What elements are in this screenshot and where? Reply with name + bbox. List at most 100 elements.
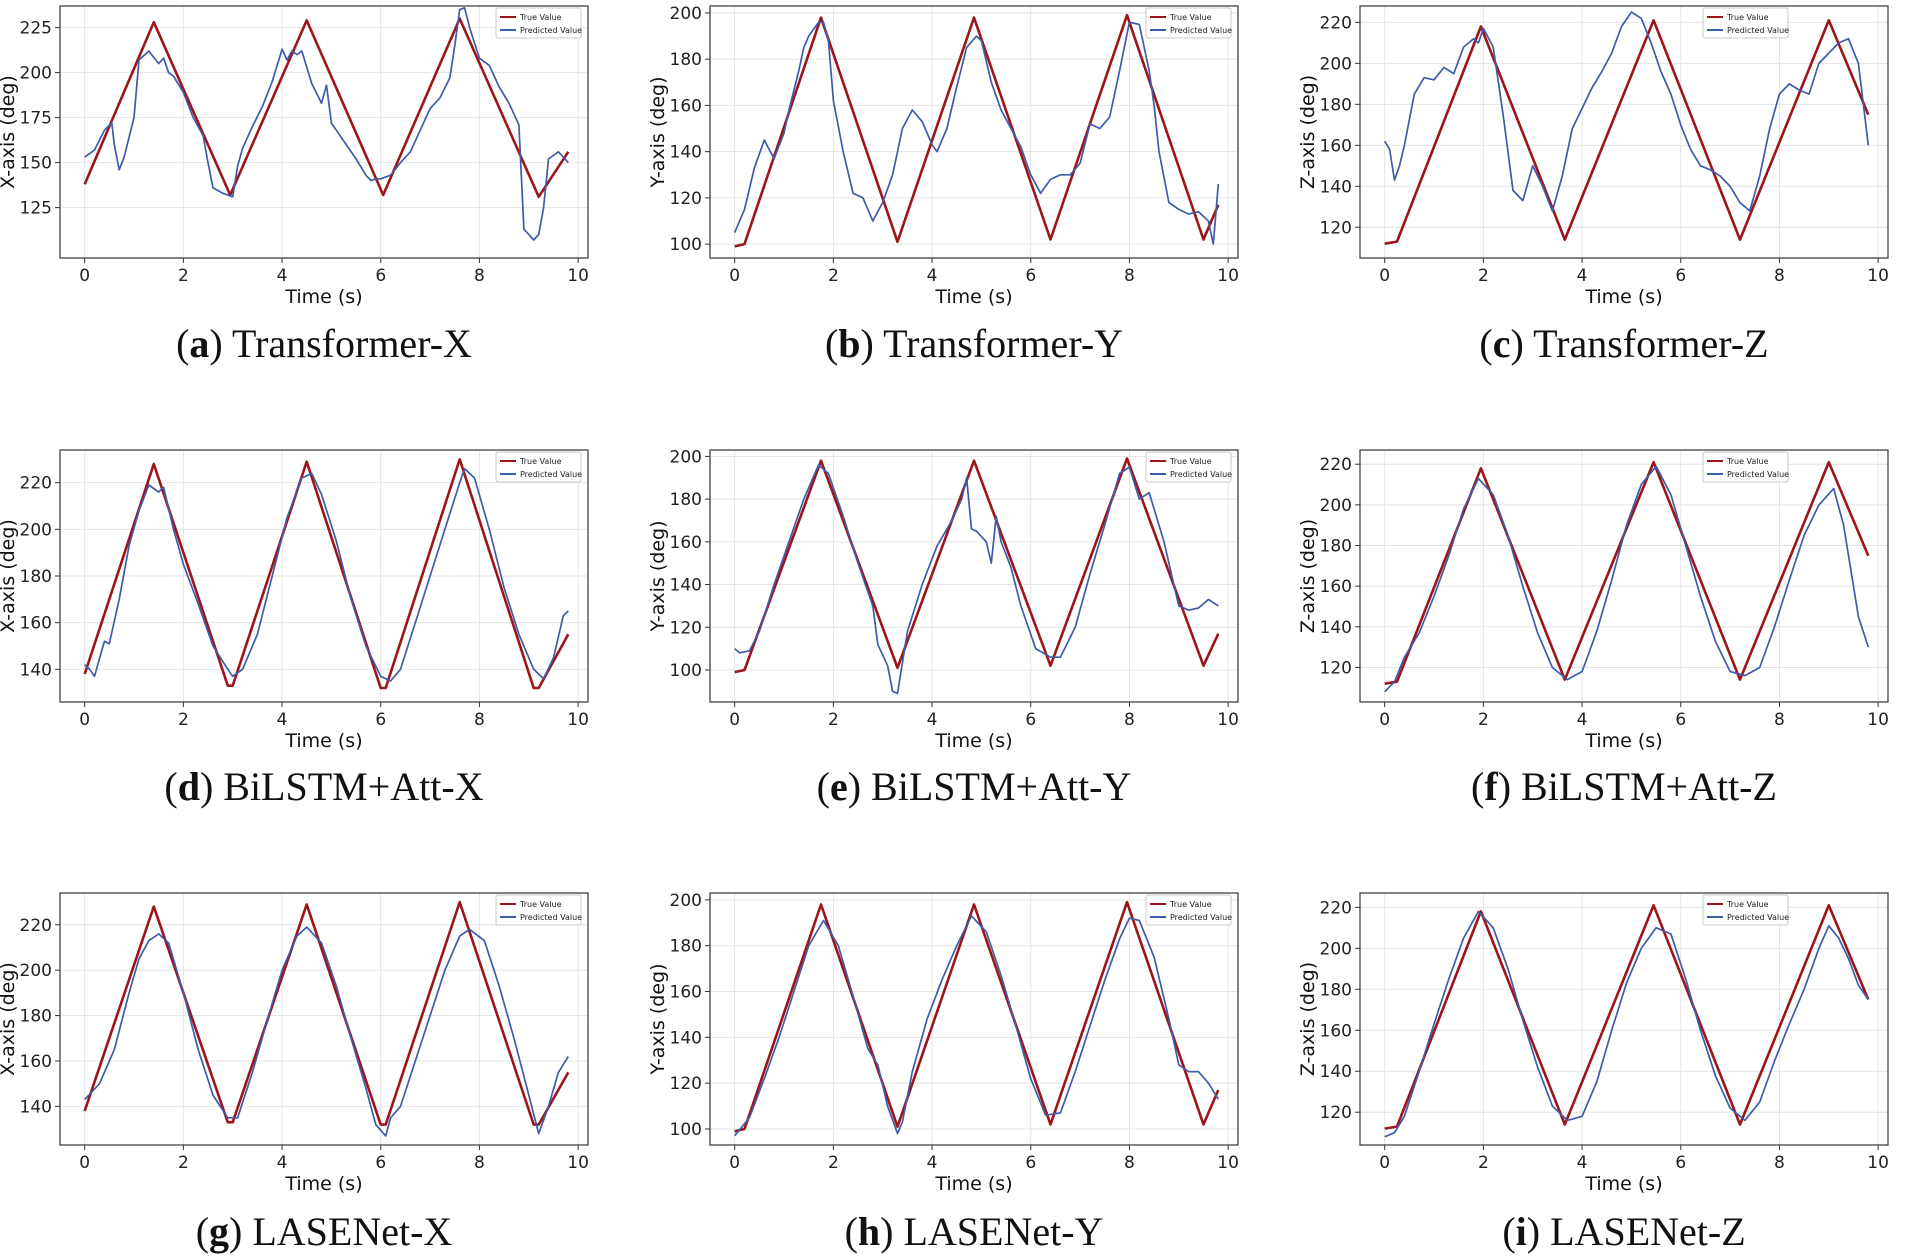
- caption-title: Transformer-X: [222, 321, 472, 366]
- legend-label: True Value: [1169, 900, 1212, 909]
- x-tick-label: 0: [729, 1153, 740, 1173]
- y-tick-label: 200: [1320, 496, 1352, 516]
- y-tick-label: 200: [1320, 939, 1352, 959]
- y-tick-label: 140: [1320, 177, 1352, 197]
- caption-title: LASENet-Z: [1540, 1209, 1746, 1254]
- x-tick-label: 2: [1478, 266, 1489, 286]
- x-tick-label: 4: [277, 1153, 288, 1173]
- caption-close-paren: ): [1526, 1209, 1541, 1254]
- chart-panel-f: 0 2 4 6 8 10 120 140 160 180 200 220 Time (s) Z-axis …: [1297, 449, 1889, 752]
- caption-e: (e) BiLSTM+Att-Y: [654, 763, 1294, 810]
- y-tick-label: 180: [1320, 980, 1352, 1000]
- caption-close-paren: ): [229, 1209, 243, 1254]
- y-axis-label: Z-axis (deg): [1297, 962, 1319, 1076]
- chart-panel-e: 0 2 4 6 8 10 100 120 140 160 180 200 Time (s) Y-axis …: [647, 447, 1239, 752]
- y-tick-label: 125: [20, 199, 52, 219]
- x-tick-label: 6: [1675, 710, 1686, 730]
- caption-open-paren: (: [1471, 764, 1485, 809]
- predicted-value-line: [734, 464, 1219, 695]
- y-tick-label: 120: [1320, 1103, 1352, 1123]
- y-tick-label: 160: [1320, 577, 1352, 597]
- true-value-line: [1384, 460, 1870, 685]
- x-tick-label: 6: [375, 1153, 386, 1173]
- caption-g: (g) LASENet-X: [4, 1208, 644, 1255]
- y-tick-label: 220: [20, 474, 52, 494]
- caption-close-paren: ): [880, 1209, 894, 1254]
- y-axis-label: Y-axis (deg): [647, 964, 669, 1076]
- chart-svg: 0 2 4 6 8 10 120 140 160 180 200 220 Time (s) Z-axis …: [1297, 449, 1889, 752]
- y-tick-label: 120: [1320, 218, 1352, 238]
- plot-frame: [709, 5, 1239, 259]
- y-tick-label: 160: [1320, 136, 1352, 156]
- caption-open-paren: (: [164, 764, 178, 809]
- plot-frame: [59, 892, 589, 1146]
- x-tick-label: 2: [178, 266, 189, 286]
- y-tick-label: 140: [1320, 618, 1352, 638]
- caption-letter: a: [189, 321, 210, 366]
- caption-title: Transformer-Y: [873, 321, 1124, 366]
- plot-frame: [709, 449, 1239, 703]
- x-tick-label: 8: [474, 710, 485, 730]
- x-tick-label: 0: [1379, 266, 1390, 286]
- y-tick-label: 200: [1320, 54, 1352, 74]
- x-tick-label: 8: [1774, 266, 1785, 286]
- y-tick-label: 140: [670, 143, 702, 163]
- caption-letter: g: [209, 1209, 230, 1254]
- y-tick-label: 220: [1320, 898, 1352, 918]
- chart-svg: 0 2 4 6 8 10 100 120 140 160 180 200 Time (s) Y-axis …: [647, 4, 1239, 308]
- y-tick-label: 220: [1320, 455, 1352, 475]
- y-tick-label: 200: [20, 64, 52, 84]
- y-tick-label: 180: [1320, 537, 1352, 557]
- y-tick-label: 120: [670, 1074, 702, 1094]
- caption-open-paren: (: [1502, 1209, 1516, 1254]
- x-tick-label: 0: [79, 266, 90, 286]
- x-tick-label: 8: [474, 266, 485, 286]
- legend-label: True Value: [1726, 13, 1769, 22]
- predicted-value-line: [734, 915, 1220, 1137]
- legend-box: [495, 894, 582, 926]
- legend-box: [1702, 451, 1789, 483]
- y-axis-label: Z-axis (deg): [1297, 519, 1319, 633]
- caption-open-paren: (: [824, 321, 839, 366]
- caption-a: (a) Transformer-X: [4, 320, 644, 367]
- x-axis-label: Time (s): [1584, 730, 1662, 752]
- x-tick-label: 6: [375, 266, 386, 286]
- y-tick-label: 100: [670, 661, 702, 681]
- predicted-value-line: [84, 467, 569, 682]
- x-tick-label: 2: [178, 710, 189, 730]
- y-tick-label: 200: [670, 891, 702, 911]
- x-tick-label: 8: [1124, 266, 1135, 286]
- caption-d: (d) BiLSTM+Att-X: [4, 763, 644, 810]
- caption-b: (b) Transformer-Y: [654, 320, 1294, 367]
- caption-open-paren: (: [1479, 321, 1493, 366]
- x-tick-label: 10: [1217, 266, 1239, 286]
- x-tick-label: 6: [1025, 1153, 1036, 1173]
- x-tick-label: 4: [1577, 266, 1588, 286]
- predicted-value-line: [1383, 11, 1870, 212]
- chart-svg: 0 2 4 6 8 10 140 160 180 200 220 Time (s) X-axis (de…: [0, 449, 589, 752]
- true-value-line: [1384, 19, 1870, 245]
- y-tick-label: 200: [670, 4, 702, 24]
- y-tick-label: 180: [20, 567, 52, 587]
- y-tick-label: 160: [20, 614, 52, 634]
- y-tick-label: 120: [670, 618, 702, 638]
- legend: True Value Predicted Value: [1145, 451, 1232, 483]
- caption-close-paren: ): [860, 321, 874, 366]
- caption-close-paren: ): [1510, 321, 1524, 366]
- legend: True Value Predicted Value: [1145, 7, 1232, 39]
- predicted-value-line: [733, 21, 1220, 245]
- y-axis-label: X-axis (deg): [0, 75, 19, 189]
- y-tick-label: 140: [1320, 1062, 1352, 1082]
- x-tick-label: 4: [927, 1153, 938, 1173]
- legend-label: True Value: [1726, 457, 1769, 466]
- plot-frame: [709, 892, 1239, 1146]
- caption-letter: e: [829, 764, 848, 809]
- y-tick-label: 200: [20, 961, 52, 981]
- plot-frame: [1359, 449, 1889, 703]
- x-tick-label: 10: [1867, 266, 1889, 286]
- predicted-value-line: [84, 926, 570, 1137]
- x-tick-label: 0: [79, 1153, 90, 1173]
- y-tick-label: 180: [20, 1007, 52, 1027]
- chart-panel-c: 0 2 4 6 8 10 120 140 160 180 200 220 Time (s) Z-axis …: [1297, 5, 1889, 308]
